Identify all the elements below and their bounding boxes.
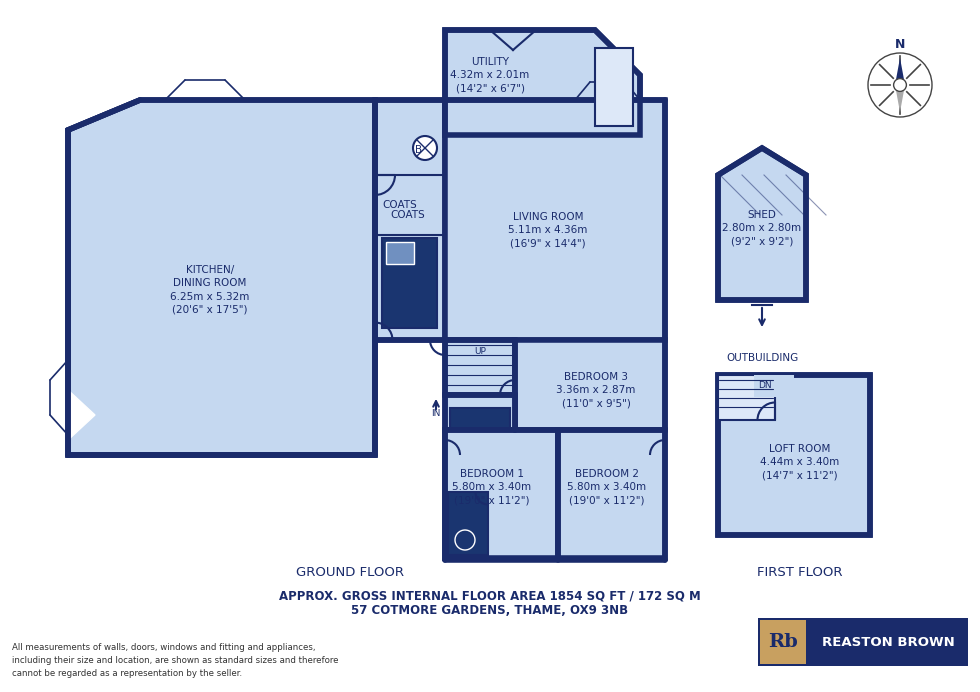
Text: SHED
2.80m x 2.80m
(9'2" x 9'2"): SHED 2.80m x 2.80m (9'2" x 9'2") <box>722 210 802 246</box>
Polygon shape <box>445 100 665 340</box>
Text: IN: IN <box>431 410 441 419</box>
Text: COATS: COATS <box>382 200 417 210</box>
Text: COATS: COATS <box>391 210 425 220</box>
Circle shape <box>894 79 906 91</box>
Polygon shape <box>448 492 488 555</box>
Text: BEDROOM 3
3.36m x 2.87m
(11'0" x 9'5"): BEDROOM 3 3.36m x 2.87m (11'0" x 9'5") <box>557 372 636 408</box>
Polygon shape <box>445 30 640 135</box>
Text: KITCHEN/
DINING ROOM
6.25m x 5.32m
(20'6" x 17'5"): KITCHEN/ DINING ROOM 6.25m x 5.32m (20'6… <box>171 265 250 315</box>
Text: Rb: Rb <box>768 633 798 651</box>
Circle shape <box>413 136 437 160</box>
Text: APPROX. GROSS INTERNAL FLOOR AREA 1854 SQ FT / 172 SQ M: APPROX. GROSS INTERNAL FLOOR AREA 1854 S… <box>279 590 701 603</box>
Polygon shape <box>68 390 95 440</box>
Polygon shape <box>375 100 445 340</box>
Polygon shape <box>445 430 558 558</box>
Text: REASTON BROWN: REASTON BROWN <box>821 635 955 648</box>
Polygon shape <box>450 408 510 480</box>
Text: UP: UP <box>474 347 486 356</box>
Polygon shape <box>895 85 905 112</box>
Polygon shape <box>895 58 905 85</box>
Text: GROUND FLOOR: GROUND FLOOR <box>296 565 404 579</box>
Polygon shape <box>515 340 665 430</box>
Polygon shape <box>445 430 515 558</box>
Polygon shape <box>718 375 870 535</box>
Polygon shape <box>382 238 437 328</box>
Polygon shape <box>68 100 375 455</box>
Text: All measurements of walls, doors, windows and fitting and appliances,
including : All measurements of walls, doors, window… <box>12 643 338 678</box>
Text: OUTBUILDING: OUTBUILDING <box>726 353 798 363</box>
Polygon shape <box>386 242 414 264</box>
Polygon shape <box>754 375 794 397</box>
Polygon shape <box>718 375 775 420</box>
Polygon shape <box>595 48 633 126</box>
Text: DN: DN <box>759 381 772 390</box>
Polygon shape <box>758 618 968 666</box>
Polygon shape <box>718 148 806 300</box>
Polygon shape <box>445 395 515 430</box>
Text: BEDROOM 1
5.80m x 3.40m
(19'0" x 11'2"): BEDROOM 1 5.80m x 3.40m (19'0" x 11'2") <box>453 468 531 505</box>
Text: N: N <box>895 39 906 51</box>
Text: LOFT ROOM
4.44m x 3.40m
(14'7" x 11'2"): LOFT ROOM 4.44m x 3.40m (14'7" x 11'2") <box>760 444 840 480</box>
Text: LIVING ROOM
5.11m x 4.36m
(16'9" x 14'4"): LIVING ROOM 5.11m x 4.36m (16'9" x 14'4"… <box>509 212 588 248</box>
Text: BEDROOM 2
5.80m x 3.40m
(19'0" x 11'2"): BEDROOM 2 5.80m x 3.40m (19'0" x 11'2") <box>567 468 647 505</box>
Text: B: B <box>416 145 422 155</box>
Polygon shape <box>558 430 665 558</box>
Circle shape <box>455 530 475 550</box>
Polygon shape <box>445 340 515 395</box>
Text: FIRST FLOOR: FIRST FLOOR <box>758 565 843 579</box>
Text: UTILITY
4.32m x 2.01m
(14'2" x 6'7"): UTILITY 4.32m x 2.01m (14'2" x 6'7") <box>451 57 529 93</box>
Polygon shape <box>760 620 806 664</box>
Text: 57 COTMORE GARDENS, THAME, OX9 3NB: 57 COTMORE GARDENS, THAME, OX9 3NB <box>352 605 628 617</box>
